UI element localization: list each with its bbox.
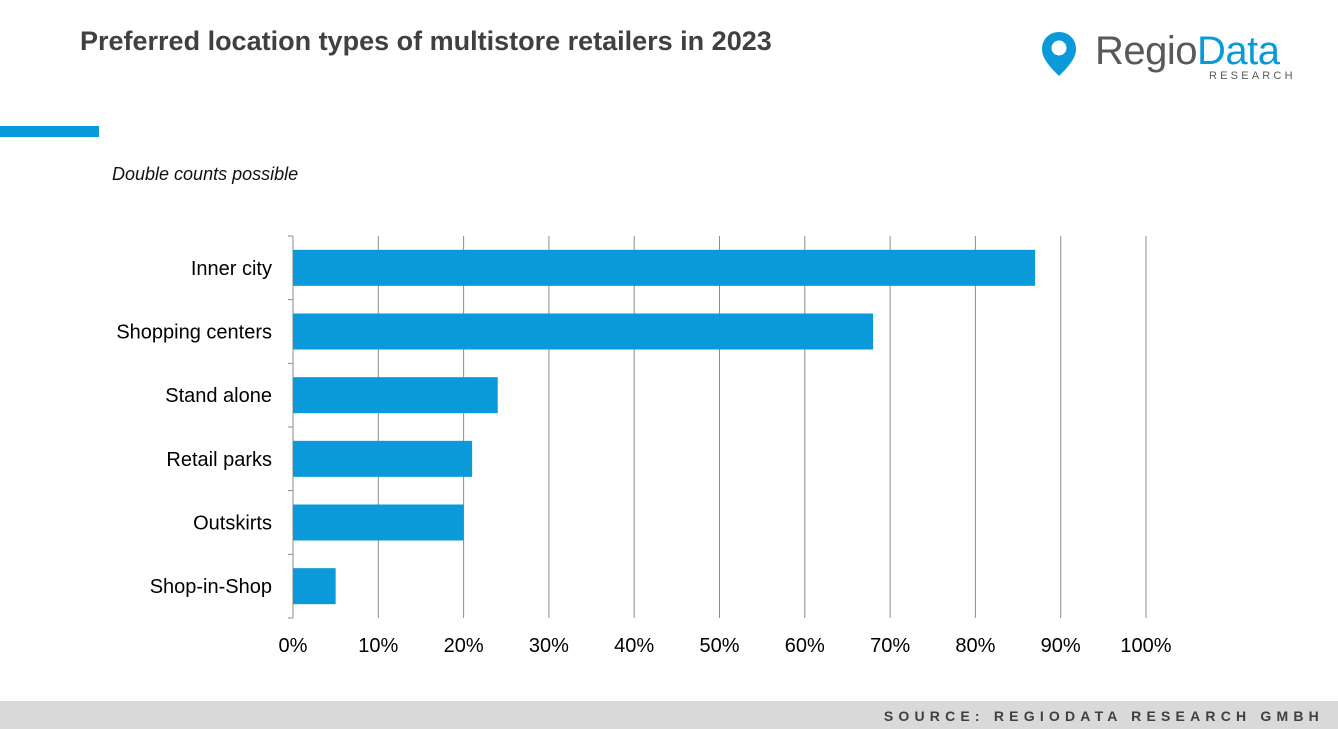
logo-word-regio: Regio [1095, 29, 1198, 73]
x-tick-label: 50% [699, 635, 739, 657]
x-tick-label: 100% [1120, 635, 1171, 657]
chart-note: Double counts possible [112, 164, 299, 184]
x-tick-label: 80% [955, 635, 995, 657]
x-tick-label: 40% [614, 635, 654, 657]
map-pin-icon [1042, 32, 1076, 76]
accent-bar [0, 126, 99, 137]
x-tick-label: 90% [1041, 635, 1081, 657]
chart-title: Preferred location types of multistore r… [80, 26, 772, 56]
logo-word-data: Data [1197, 29, 1280, 73]
category-label: Outskirts [193, 513, 272, 535]
logo-subtitle: RESEARCH [1209, 70, 1296, 82]
x-tick-label: 20% [444, 635, 484, 657]
source-note: SOURCE: REGIODATA RESEARCH GMBH [883, 708, 1324, 724]
bar [293, 377, 498, 414]
footer-bar: SOURCE: REGIODATA RESEARCH GMBH [0, 701, 1338, 729]
x-tick-label: 60% [785, 635, 825, 657]
bar [293, 440, 473, 477]
x-tick-label: 10% [358, 635, 398, 657]
bar [293, 313, 874, 350]
logo-wordmark: RegioData [1095, 28, 1280, 74]
category-label: Inner city [191, 258, 272, 280]
x-tick-label: 70% [870, 635, 910, 657]
x-tick-label: 0% [279, 635, 308, 657]
regiodata-logo: RegioData RESEARCH [1040, 28, 1310, 88]
bar-chart: Inner city Shopping centers Stand alone Ret… [116, 235, 1172, 657]
category-label: Retail parks [166, 449, 272, 471]
bar [293, 249, 1036, 286]
category-label: Shop-in-Shop [150, 576, 272, 598]
bar [293, 568, 336, 605]
category-label: Stand alone [165, 385, 272, 407]
bar [293, 504, 464, 541]
x-tick-label: 30% [529, 635, 569, 657]
category-label: Shopping centers [116, 322, 272, 344]
